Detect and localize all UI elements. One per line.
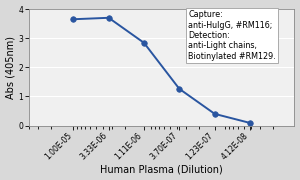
X-axis label: Human Plasma (Dilution): Human Plasma (Dilution) xyxy=(100,165,223,174)
Y-axis label: Abs (405nm): Abs (405nm) xyxy=(6,36,16,99)
Text: Capture:
anti-HuIgG, #RM116;
Detection:
anti-Light chains,
Biotinylated #RM129.: Capture: anti-HuIgG, #RM116; Detection: … xyxy=(188,10,276,61)
